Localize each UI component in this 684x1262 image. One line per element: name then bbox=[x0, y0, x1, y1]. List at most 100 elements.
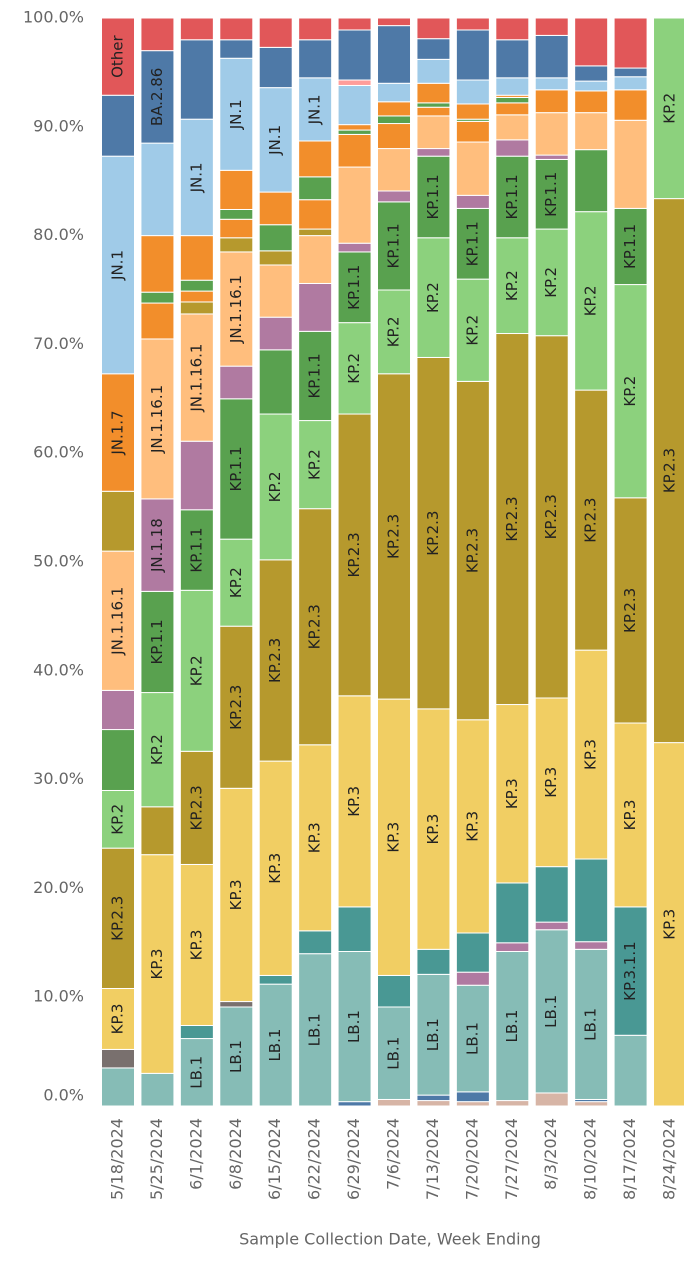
bar-segment bbox=[574, 90, 609, 114]
bar-segment bbox=[258, 760, 293, 976]
bar-segment bbox=[377, 1098, 412, 1107]
bar-segment bbox=[219, 365, 254, 400]
bar-segment bbox=[495, 139, 530, 157]
segment-label: LB.1 bbox=[306, 1013, 324, 1046]
bar-segment bbox=[613, 67, 648, 78]
bar-segment bbox=[377, 201, 412, 291]
bar-segment bbox=[495, 17, 530, 41]
segment-label: BA.2.86 bbox=[148, 68, 166, 126]
bar-segment bbox=[179, 235, 214, 281]
bar-segment bbox=[337, 906, 372, 953]
segment-label: KP.1.1 bbox=[621, 224, 639, 269]
segment-label: KP.1.1 bbox=[187, 527, 205, 572]
bar-segment bbox=[219, 1006, 254, 1107]
segment-label: KP.1.1 bbox=[227, 446, 245, 491]
bar-segment bbox=[298, 420, 333, 510]
bar-segment bbox=[416, 102, 451, 108]
bar-segment bbox=[534, 34, 569, 79]
segment-label: JN.1.16.1 bbox=[109, 587, 127, 656]
bar-segment bbox=[337, 29, 372, 81]
bar-segment bbox=[574, 80, 609, 92]
segment-label: LB.1 bbox=[227, 1040, 245, 1073]
bar-segment bbox=[377, 115, 412, 125]
x-tick-label: 8/10/2024 bbox=[581, 1118, 600, 1200]
bar-segment bbox=[534, 77, 569, 91]
bar-segment bbox=[258, 974, 293, 985]
segment-label: KP.3 bbox=[582, 739, 600, 770]
bar-segment bbox=[140, 854, 175, 1074]
segment-label: KP.3 bbox=[424, 814, 442, 845]
bar-segment bbox=[613, 1034, 648, 1107]
x-tick-label: 7/6/2024 bbox=[384, 1118, 403, 1190]
bar-segment bbox=[534, 154, 569, 160]
segment-label: KP.3 bbox=[266, 853, 284, 884]
bar-segment bbox=[140, 291, 175, 304]
bar-segment bbox=[455, 932, 490, 973]
bar-segment bbox=[534, 228, 569, 337]
bar-segment bbox=[416, 115, 451, 150]
bar-segment bbox=[455, 29, 490, 81]
bar-segment bbox=[495, 155, 530, 239]
segment-label: LB.1 bbox=[385, 1037, 403, 1070]
segment-label: KP.2.3 bbox=[306, 604, 324, 649]
segment-label: KP.2 bbox=[463, 315, 481, 346]
bar-segment bbox=[298, 930, 333, 955]
bar-segment bbox=[377, 148, 412, 192]
bar-segment bbox=[416, 1094, 451, 1102]
bar-segment bbox=[377, 190, 412, 203]
bar-segment bbox=[179, 290, 214, 303]
x-tick-label: 5/18/2024 bbox=[108, 1118, 127, 1200]
y-tick-label: 30.0% bbox=[33, 769, 84, 788]
bar-segment bbox=[495, 102, 530, 116]
segment-label: KP.3 bbox=[306, 822, 324, 853]
segment-label: KP.2.3 bbox=[424, 511, 442, 556]
bar-segment bbox=[219, 218, 254, 239]
bar-segment bbox=[219, 17, 254, 41]
bar-segment bbox=[455, 120, 490, 143]
bar-segment bbox=[258, 349, 293, 415]
bar-segment bbox=[179, 313, 214, 442]
bar-segment bbox=[219, 39, 254, 59]
bar-segment bbox=[574, 948, 609, 1100]
segment-label: KP.2.3 bbox=[385, 514, 403, 559]
bar-segment bbox=[416, 237, 451, 358]
bar-segment bbox=[101, 1067, 135, 1107]
bar-segment bbox=[416, 17, 451, 40]
segment-label: KP.1.1 bbox=[306, 353, 324, 398]
bar-segment bbox=[574, 112, 609, 151]
bar-segment bbox=[574, 17, 609, 67]
bar-segment bbox=[455, 1091, 490, 1103]
segment-label: KP.2.3 bbox=[582, 498, 600, 543]
bar-segment bbox=[101, 847, 135, 989]
segment-label: KP.2 bbox=[542, 267, 560, 298]
bar-segment bbox=[495, 39, 530, 79]
bar-segment bbox=[337, 242, 372, 253]
x-tick-label: 5/25/2024 bbox=[147, 1118, 166, 1200]
bar-segment bbox=[298, 39, 333, 79]
segment-label: KP.2 bbox=[187, 655, 205, 686]
bar-segment bbox=[337, 1101, 372, 1107]
bar-segment bbox=[455, 141, 490, 196]
segment-label: KP.2.3 bbox=[542, 494, 560, 539]
bar-segment bbox=[101, 987, 135, 1050]
bar-segment bbox=[179, 279, 214, 292]
segment-label: KP.2.3 bbox=[621, 588, 639, 633]
bar-segment bbox=[377, 974, 412, 1008]
bar-segment bbox=[179, 1024, 214, 1040]
bar-segment bbox=[416, 973, 451, 1096]
x-tick-label: 8/17/2024 bbox=[620, 1118, 639, 1200]
bar-segment bbox=[140, 17, 175, 52]
segment-label: KP.2 bbox=[661, 93, 679, 124]
bar-segment bbox=[377, 82, 412, 103]
y-tick-label: 0.0% bbox=[43, 1086, 84, 1105]
segment-label: KP.2.3 bbox=[661, 448, 679, 493]
segment-label: KP.3 bbox=[227, 879, 245, 910]
bar-segment bbox=[455, 103, 490, 120]
bar-segment bbox=[298, 17, 333, 41]
bar-segment bbox=[140, 142, 175, 237]
segment-label: KP.2 bbox=[266, 471, 284, 502]
bar-segment bbox=[495, 333, 530, 706]
bar-segment bbox=[455, 278, 490, 382]
segment-label: KP.2 bbox=[424, 282, 442, 313]
